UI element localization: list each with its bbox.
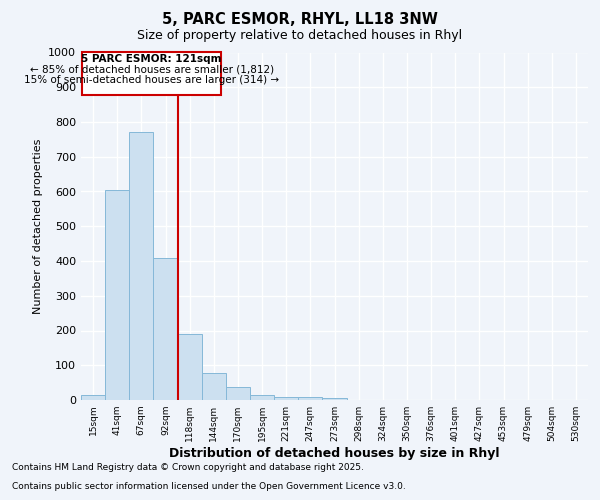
Bar <box>154 258 178 400</box>
Text: Contains HM Land Registry data © Crown copyright and database right 2025.: Contains HM Land Registry data © Crown c… <box>12 464 364 472</box>
Text: Contains public sector information licensed under the Open Government Licence v3: Contains public sector information licen… <box>12 482 406 491</box>
X-axis label: Distribution of detached houses by size in Rhyl: Distribution of detached houses by size … <box>169 447 500 460</box>
Text: ← 85% of detached houses are smaller (1,812): ← 85% of detached houses are smaller (1,… <box>29 64 274 74</box>
Bar <box>274 397 298 400</box>
Text: 5, PARC ESMOR, RHYL, LL18 3NW: 5, PARC ESMOR, RHYL, LL18 3NW <box>162 12 438 28</box>
Text: Size of property relative to detached houses in Rhyl: Size of property relative to detached ho… <box>137 28 463 42</box>
Text: 5 PARC ESMOR: 121sqm: 5 PARC ESMOR: 121sqm <box>82 54 222 64</box>
Bar <box>298 396 322 400</box>
Bar <box>105 190 129 400</box>
Y-axis label: Number of detached properties: Number of detached properties <box>32 138 43 314</box>
Bar <box>250 395 274 400</box>
Bar <box>322 398 347 400</box>
Bar <box>129 132 154 400</box>
Bar <box>202 373 226 400</box>
Bar <box>226 387 250 400</box>
Bar <box>81 396 105 400</box>
Bar <box>82 52 221 95</box>
Text: 15% of semi-detached houses are larger (314) →: 15% of semi-detached houses are larger (… <box>24 74 279 85</box>
Bar <box>178 334 202 400</box>
